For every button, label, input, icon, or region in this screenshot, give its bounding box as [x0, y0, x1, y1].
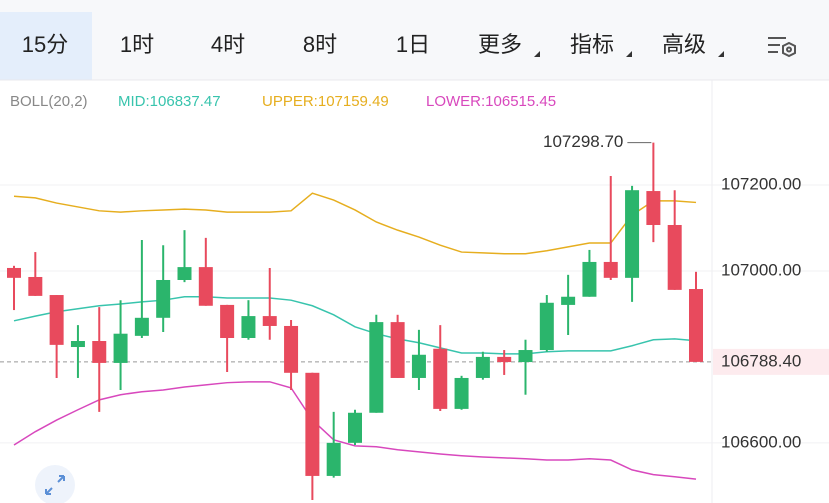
candle-body [70, 341, 85, 348]
boll-line [13, 192, 697, 255]
candle-body [518, 350, 533, 363]
candle-body [134, 317, 149, 336]
candle-body [177, 267, 192, 280]
candle-body [369, 322, 384, 413]
tab[interactable]: 1日 [396, 32, 430, 57]
candle-body [561, 296, 576, 305]
candle-body [262, 316, 277, 326]
boll-line [13, 381, 697, 480]
candle-body [284, 325, 299, 373]
candle-body [305, 372, 320, 476]
tab[interactable]: 高级 [662, 32, 706, 57]
indicator-name: BOLL(20,2) [10, 93, 88, 110]
y-tick-label: 107000.00 [721, 260, 801, 279]
tab[interactable]: 15分 [22, 32, 68, 57]
candle-body [433, 348, 448, 409]
dropdown-caret [626, 51, 632, 57]
candle-body [497, 356, 512, 363]
settings-icon[interactable] [768, 37, 796, 58]
candle-body [646, 191, 661, 225]
candle-body [156, 279, 171, 318]
upper-label: UPPER:107159.49 [262, 93, 389, 110]
candle-body [390, 322, 405, 378]
candle-body [689, 289, 703, 362]
candle-body [241, 316, 256, 338]
candle-body [539, 302, 554, 351]
active-tab-bg [0, 12, 92, 80]
expand-button[interactable] [35, 465, 75, 503]
last-price-label: 106788.40 [721, 351, 801, 370]
lower-label: LOWER:106515.45 [426, 93, 556, 110]
tab[interactable]: 8时 [303, 32, 337, 57]
candle-body [220, 304, 235, 338]
candle-body [49, 295, 64, 345]
high-label: 107298.70 [543, 132, 623, 151]
candle-body [198, 267, 213, 306]
y-tick-label: 107200.00 [721, 175, 801, 194]
candle-body [603, 261, 618, 278]
dropdown-caret [534, 51, 540, 57]
candle-body [113, 333, 128, 363]
candle-body [667, 224, 682, 290]
last-price-box [713, 348, 829, 375]
tab[interactable]: 1时 [120, 32, 154, 57]
tab[interactable]: 指标 [570, 32, 614, 57]
tab-bar [0, 0, 829, 80]
tab[interactable]: 更多 [478, 32, 522, 57]
dropdown-caret [718, 51, 724, 57]
candle-body [7, 267, 21, 278]
candle-body [625, 190, 640, 278]
candle-body [92, 341, 107, 363]
candle-body [28, 276, 43, 296]
candle-body [475, 356, 490, 378]
candle-body [454, 377, 469, 409]
candle-body [411, 354, 426, 378]
y-tick-label: 106600.00 [721, 432, 801, 451]
boll-line [13, 296, 697, 355]
candle-body [582, 261, 597, 297]
indicator-legend: BOLL(20,2) MID:106837.47 UPPER:107159.49… [10, 93, 556, 110]
candle-body [348, 412, 362, 443]
mid-label: MID:106837.47 [118, 93, 221, 110]
tab[interactable]: 4时 [211, 32, 245, 57]
candle-body [326, 442, 341, 476]
